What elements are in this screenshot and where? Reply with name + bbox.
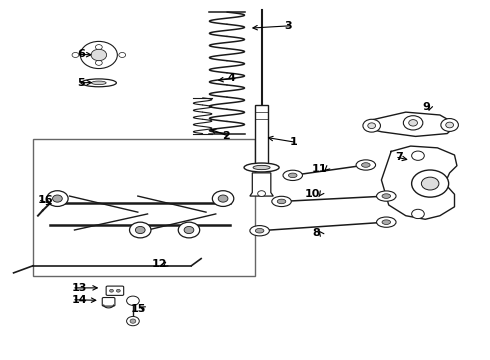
Polygon shape [381, 146, 457, 219]
Text: 10: 10 [305, 189, 320, 199]
Text: 6: 6 [77, 49, 85, 59]
Text: 5: 5 [77, 78, 85, 88]
Circle shape [91, 49, 107, 61]
Ellipse shape [272, 196, 291, 207]
Circle shape [363, 119, 380, 132]
Text: 13: 13 [72, 283, 87, 293]
Circle shape [116, 289, 120, 292]
Ellipse shape [92, 81, 106, 85]
Text: 15: 15 [130, 304, 146, 314]
Ellipse shape [289, 173, 297, 177]
Ellipse shape [244, 163, 279, 172]
FancyBboxPatch shape [106, 286, 123, 296]
Circle shape [178, 222, 200, 238]
Text: 11: 11 [311, 163, 327, 174]
Circle shape [403, 116, 423, 130]
Text: 12: 12 [151, 259, 167, 269]
Circle shape [368, 123, 375, 129]
Circle shape [258, 191, 266, 197]
Ellipse shape [382, 194, 391, 198]
Polygon shape [367, 112, 457, 136]
Ellipse shape [250, 226, 270, 236]
Text: 4: 4 [227, 73, 235, 83]
Circle shape [412, 151, 424, 160]
Circle shape [96, 60, 102, 65]
Text: 9: 9 [422, 102, 430, 112]
Circle shape [80, 41, 117, 68]
Text: 3: 3 [285, 21, 292, 31]
Circle shape [212, 191, 234, 206]
Circle shape [47, 191, 68, 206]
Text: 8: 8 [313, 228, 320, 238]
Ellipse shape [362, 163, 370, 167]
Circle shape [409, 120, 417, 126]
Text: 7: 7 [395, 152, 403, 162]
Circle shape [421, 177, 439, 190]
Text: 1: 1 [290, 138, 297, 148]
Circle shape [412, 209, 424, 219]
Ellipse shape [376, 191, 396, 201]
Circle shape [126, 316, 139, 326]
Circle shape [446, 122, 454, 128]
Circle shape [52, 195, 62, 202]
Circle shape [218, 195, 228, 202]
Circle shape [441, 118, 459, 131]
Circle shape [72, 53, 79, 58]
Text: 14: 14 [72, 295, 88, 305]
Circle shape [135, 226, 145, 234]
Circle shape [110, 289, 114, 292]
Text: 16: 16 [38, 195, 53, 204]
Ellipse shape [277, 199, 286, 204]
Circle shape [126, 296, 139, 305]
Ellipse shape [253, 165, 270, 170]
Circle shape [119, 53, 125, 58]
Ellipse shape [255, 229, 264, 233]
Circle shape [129, 222, 151, 238]
Ellipse shape [376, 217, 396, 227]
Circle shape [130, 319, 136, 323]
Ellipse shape [81, 79, 116, 87]
Text: 2: 2 [221, 131, 229, 141]
Circle shape [184, 226, 194, 234]
Bar [255, 105, 269, 167]
Ellipse shape [382, 220, 391, 224]
Circle shape [96, 45, 102, 50]
Bar [33, 139, 255, 276]
FancyBboxPatch shape [102, 297, 115, 306]
Polygon shape [250, 173, 273, 196]
Ellipse shape [283, 170, 302, 180]
Ellipse shape [356, 160, 375, 170]
Circle shape [412, 170, 449, 197]
